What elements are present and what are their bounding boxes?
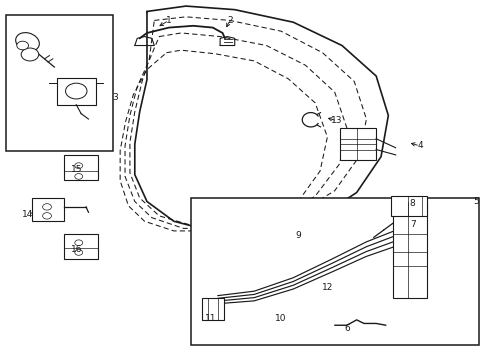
Circle shape	[75, 249, 82, 255]
Text: 1: 1	[166, 16, 171, 25]
Circle shape	[65, 83, 87, 99]
Bar	[57, 78, 96, 105]
Text: 10: 10	[275, 314, 286, 323]
Bar	[5, 15, 113, 151]
Ellipse shape	[16, 33, 39, 51]
Bar	[390, 196, 427, 216]
Bar	[202, 298, 223, 320]
Bar	[392, 202, 427, 298]
Text: 13: 13	[331, 116, 342, 125]
Bar	[32, 198, 64, 221]
Text: 6: 6	[344, 324, 349, 333]
Text: 11: 11	[204, 314, 216, 323]
Text: 4: 4	[416, 141, 422, 150]
Text: 7: 7	[409, 220, 415, 229]
Bar	[64, 234, 98, 259]
Circle shape	[42, 204, 51, 210]
Text: 15: 15	[70, 165, 82, 174]
Circle shape	[42, 213, 51, 219]
Bar	[339, 128, 375, 160]
Text: 16: 16	[70, 246, 82, 255]
Text: 3: 3	[112, 93, 118, 102]
Circle shape	[17, 41, 28, 50]
Text: 9: 9	[295, 231, 301, 240]
Text: 14: 14	[22, 210, 33, 219]
Circle shape	[75, 240, 82, 246]
Text: 2: 2	[226, 16, 232, 25]
Text: 5: 5	[472, 197, 478, 206]
Circle shape	[75, 174, 82, 179]
Bar	[64, 155, 98, 180]
Text: 12: 12	[321, 283, 332, 292]
Circle shape	[21, 48, 39, 61]
Bar	[190, 198, 478, 345]
Text: 8: 8	[409, 199, 415, 208]
Circle shape	[75, 163, 82, 168]
